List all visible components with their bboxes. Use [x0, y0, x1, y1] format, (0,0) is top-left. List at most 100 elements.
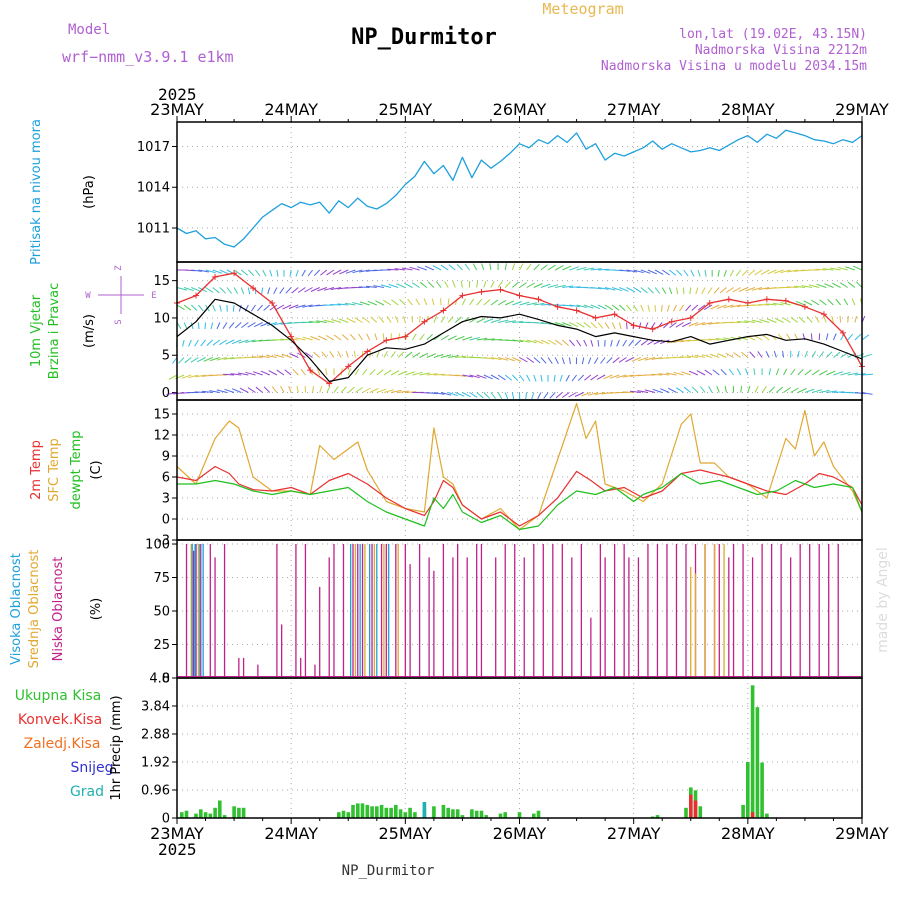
- wind-arrow: [616, 339, 620, 347]
- wind-arrow: [830, 267, 841, 271]
- wind-arrow: [386, 316, 392, 323]
- wind-arrow: [774, 317, 784, 323]
- wind-arrow: [808, 284, 820, 288]
- wind-arrow: [398, 390, 409, 393]
- wind-arrow: [411, 315, 413, 323]
- wind-arrow: [376, 388, 387, 393]
- wind-arrow: [310, 336, 320, 341]
- wind-arrow: [245, 371, 256, 376]
- wind-arrow: [540, 322, 552, 325]
- wind-arrow: [273, 287, 278, 295]
- wind-arrow: [666, 304, 670, 312]
- wind-arrow: [456, 263, 463, 271]
- ytick-label-wind: 15: [153, 274, 170, 289]
- wind-arrow: [843, 298, 849, 306]
- wind-arrow: [704, 369, 713, 376]
- wind-arrow: [166, 392, 178, 396]
- wind-arrow: [353, 350, 356, 358]
- wind-arrow: [490, 299, 499, 306]
- wind-arrow: [640, 269, 651, 274]
- wind-arrow: [628, 339, 635, 347]
- wind-arrow: [366, 333, 371, 341]
- wind-arrow: [751, 319, 763, 323]
- wind-arrow: [804, 350, 808, 358]
- wind-arrow: [638, 357, 649, 362]
- wind-arrow: [323, 287, 335, 291]
- wind-arrow: [760, 269, 770, 275]
- wind-arrow: [245, 339, 256, 343]
- xtick-label-bottom: 29MAY: [835, 824, 889, 843]
- wind-arrow: [511, 392, 515, 400]
- wind-arrow: [219, 339, 228, 346]
- ytick-label-wind: 10: [153, 311, 170, 326]
- precip-bar: [389, 807, 393, 818]
- wind-arrow: [469, 298, 475, 306]
- wind-arrow: [519, 301, 530, 306]
- ylabel-temperature-0: 2m Temp: [29, 440, 44, 500]
- wind-arrow: [561, 339, 569, 346]
- wind-arrow: [505, 320, 516, 323]
- panel-wind: 0 5 10 15: [153, 262, 873, 401]
- wind-arrow: [239, 387, 249, 393]
- wind-arrow: [352, 269, 363, 274]
- ytick-label-temperature: 0: [162, 513, 170, 528]
- wind-arrow: [716, 385, 720, 393]
- wind-arrow: [568, 392, 577, 398]
- wind-arrow: [266, 354, 277, 358]
- wind-arrow: [526, 357, 535, 363]
- wind-arrow: [583, 267, 595, 271]
- wind-arrow: [291, 287, 299, 294]
- wind-arrow: [519, 374, 525, 382]
- wind-arrow: [631, 357, 641, 362]
- wind-arrow: [780, 269, 791, 274]
- wind-arrow: [732, 287, 741, 293]
- wind-arrow: [825, 351, 833, 358]
- wind-arrow: [397, 351, 405, 358]
- wind-arrow: [240, 287, 245, 295]
- xtick-label-top: 27MAY: [607, 100, 661, 119]
- panel-precip: 0 0.96 1.92 2.88 3.84 4.8: [141, 672, 862, 827]
- wind-arrow: [819, 299, 827, 306]
- wind-arrow: [253, 322, 263, 328]
- precip-bar: [384, 807, 389, 818]
- precip-bar: [755, 707, 760, 818]
- wind-arrow: [767, 269, 777, 275]
- wind-arrow: [652, 388, 663, 393]
- wind-arrow: [704, 269, 707, 277]
- wind-arrow: [255, 386, 263, 393]
- wind-arrow: [367, 300, 377, 306]
- wind-arrow: [241, 322, 249, 329]
- ytick-label-temperature: 3: [162, 492, 170, 507]
- wind-arrow: [590, 304, 601, 310]
- wind-arrow: [713, 287, 720, 294]
- wind-arrow: [801, 285, 813, 288]
- precip-bar: [379, 804, 384, 818]
- wind-arrow: [616, 374, 627, 379]
- wind-arrow: [741, 269, 749, 277]
- wind-arrow: [433, 353, 444, 358]
- wind-arrow: [212, 304, 216, 312]
- precip-bar: [365, 804, 370, 818]
- precip-bar: [684, 807, 688, 818]
- wind-arrow: [512, 281, 520, 288]
- wind-arrow: [358, 286, 370, 288]
- wind-arrow: [672, 304, 677, 312]
- wind-arrow: [462, 374, 473, 378]
- wind-arrow: [302, 336, 313, 341]
- wind-arrow: [751, 287, 763, 291]
- wind-arrow: [565, 374, 570, 382]
- wind-arrow: [178, 357, 185, 364]
- wind-arrow: [540, 357, 547, 364]
- wind-arrow: [483, 299, 491, 306]
- wind-arrow: [490, 280, 495, 288]
- wind-arrow: [376, 369, 384, 376]
- wind-arrow: [754, 385, 759, 393]
- wind-arrow: [583, 304, 594, 309]
- wind-arrow: [619, 269, 631, 272]
- wind-arrow: [497, 299, 507, 306]
- wind-arrow: [436, 281, 442, 288]
- wind-arrow: [833, 351, 841, 358]
- precip-bar: [455, 809, 460, 819]
- wind-arrow: [313, 269, 321, 277]
- wind-arrow: [768, 386, 775, 393]
